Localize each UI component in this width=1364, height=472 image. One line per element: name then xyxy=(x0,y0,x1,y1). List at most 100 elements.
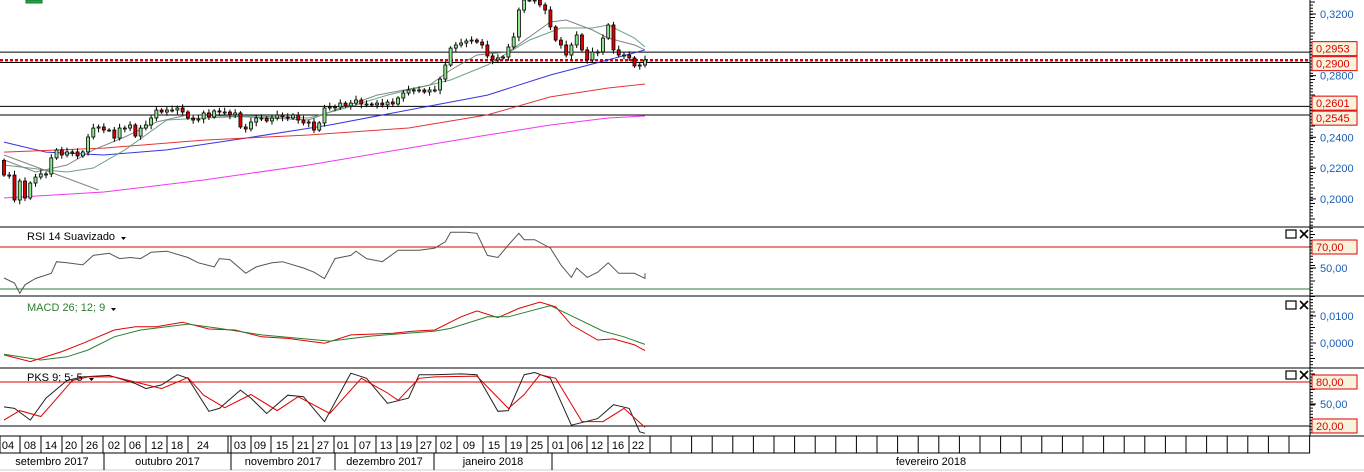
date-month-label: outubro 2017 xyxy=(135,456,200,468)
candle-body xyxy=(222,111,227,114)
date-day-label: 14 xyxy=(45,440,57,452)
candle xyxy=(453,41,458,52)
candle xyxy=(296,111,301,124)
candle xyxy=(164,106,169,116)
candle-body xyxy=(459,42,464,46)
maximize-panel-icon[interactable] xyxy=(1285,300,1297,310)
candle xyxy=(622,52,626,60)
price-panel[interactable] xyxy=(0,0,1364,369)
candle-body xyxy=(7,174,12,177)
candle-body xyxy=(301,119,306,124)
candle xyxy=(585,46,590,64)
date-day-label: 15 xyxy=(276,440,288,452)
candle xyxy=(369,102,374,107)
date-month-label: setembro 2017 xyxy=(15,456,88,468)
candle xyxy=(354,95,358,106)
candle-body xyxy=(38,173,43,178)
price-tick-label: 0,2200 xyxy=(1320,163,1354,175)
candle xyxy=(632,56,637,68)
candle-body xyxy=(65,151,69,156)
date-month-label: janeiro 2018 xyxy=(462,456,524,468)
candle xyxy=(522,0,527,14)
candle xyxy=(590,47,595,63)
moving-average-line xyxy=(3,24,646,173)
candle-body xyxy=(327,106,332,109)
date-day-label: 07 xyxy=(359,440,371,452)
rsi-line xyxy=(3,231,646,295)
candle-body xyxy=(427,89,432,93)
dropdown-caret-icon[interactable] xyxy=(121,237,126,240)
price-level-label: 0,2900 xyxy=(1316,59,1350,71)
candle xyxy=(606,23,611,40)
candle-body xyxy=(117,127,122,139)
rsi-panel[interactable] xyxy=(0,231,1310,295)
candle-body xyxy=(2,160,6,176)
candle xyxy=(359,97,364,109)
candle-body xyxy=(637,64,642,67)
candle-body xyxy=(207,112,211,118)
pks-panel[interactable] xyxy=(0,371,1310,434)
candle xyxy=(527,0,532,2)
date-day-label: 27 xyxy=(317,440,329,452)
candle-body xyxy=(338,102,343,108)
candle xyxy=(243,123,248,133)
pks-title[interactable]: PKS 9; 5; 5 xyxy=(27,372,83,384)
date-day-label: 16 xyxy=(612,440,624,452)
candle-body xyxy=(375,102,379,106)
macd-title[interactable]: MACD 26; 12; 9 xyxy=(27,302,105,314)
candle-body xyxy=(254,117,259,123)
date-day-label: 27 xyxy=(420,440,432,452)
candle-body xyxy=(417,89,421,92)
candle xyxy=(154,106,159,122)
date-day-label: 20 xyxy=(65,440,77,452)
candle-body xyxy=(574,34,579,46)
candle xyxy=(91,123,96,140)
candle xyxy=(201,110,206,124)
maximize-panel-icon[interactable] xyxy=(1285,229,1297,239)
candle xyxy=(2,158,6,177)
candle-body xyxy=(296,114,301,121)
date-day-label: 01 xyxy=(552,440,564,452)
close-panel-icon[interactable] xyxy=(1299,370,1309,380)
candle-body xyxy=(343,102,348,107)
date-day-label: 09 xyxy=(463,440,475,452)
candle xyxy=(217,107,222,116)
candle-body xyxy=(480,41,485,46)
candle-body xyxy=(590,51,595,61)
candle-body xyxy=(59,149,64,156)
candle-body xyxy=(611,24,616,51)
candle xyxy=(80,150,85,158)
candle-body xyxy=(154,109,159,119)
price-axis[interactable]: 0,3200 0,2800 0,2400 0,2200 0,2000 0,2953 0,29… xyxy=(1285,0,1358,472)
price-label-box xyxy=(1311,41,1358,57)
candle-body xyxy=(406,89,411,94)
candle-body xyxy=(380,102,385,106)
macd-panel[interactable] xyxy=(3,301,646,363)
date-day-label: 06 xyxy=(129,440,141,452)
candle xyxy=(38,169,43,180)
candle-body xyxy=(264,117,269,122)
macd-signal-line xyxy=(3,305,646,361)
candle xyxy=(343,101,348,108)
date-day-label: 18 xyxy=(171,440,183,452)
candle-body xyxy=(453,44,458,49)
price-tick-label: 0,2400 xyxy=(1320,132,1354,144)
candle xyxy=(643,55,647,68)
rsi-title[interactable]: RSI 14 Suavizado xyxy=(27,231,115,243)
close-panel-icon[interactable] xyxy=(1299,300,1309,310)
dropdown-caret-icon[interactable] xyxy=(89,378,94,381)
date-day-label: 26 xyxy=(86,440,98,452)
candle xyxy=(390,98,395,108)
date-axis[interactable]: 04 08 14 20 26 02 06 12 18 24 03 09 15 21 27 01 07 13 19 27… xyxy=(0,237,1364,472)
candle xyxy=(548,6,553,31)
maximize-panel-icon[interactable] xyxy=(1285,370,1297,380)
candle xyxy=(59,146,64,159)
close-panel-icon[interactable] xyxy=(1299,229,1309,239)
candle-body xyxy=(354,99,358,104)
candle-body xyxy=(196,118,201,121)
candle xyxy=(17,178,22,205)
date-day-label: 19 xyxy=(510,440,522,452)
dropdown-caret-icon[interactable] xyxy=(111,308,116,311)
candle xyxy=(501,55,506,60)
